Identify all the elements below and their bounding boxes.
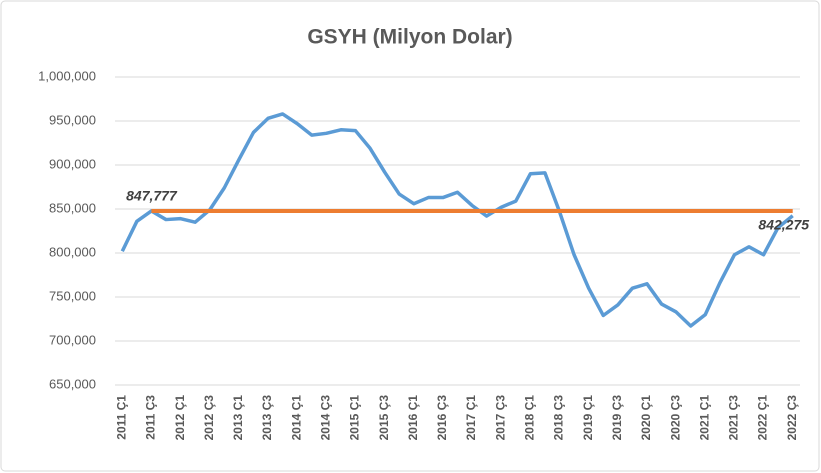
x-tick-label: 2017 Ç1 <box>464 395 478 441</box>
x-tick-label: 2021 Ç1 <box>697 395 711 441</box>
x-tick-label: 2020 Ç1 <box>639 395 653 441</box>
x-tick-label: 2013 Ç1 <box>231 395 245 441</box>
x-tick-label: 2013 Ç3 <box>260 395 274 441</box>
y-tick-label: 900,000 <box>49 156 96 171</box>
x-tick-label: 2019 Ç3 <box>610 395 624 441</box>
chart-title: GSYH (Milyon Dolar) <box>307 26 512 49</box>
x-tick-label: 2016 Ç3 <box>435 395 449 441</box>
x-tick-label: 2022 Ç1 <box>756 395 770 441</box>
x-tick-label: 2017 Ç3 <box>493 395 507 441</box>
x-tick-label: 2019 Ç1 <box>581 395 595 441</box>
data-label: 842,275 <box>758 217 809 233</box>
y-tick-label: 750,000 <box>49 288 96 303</box>
series-line <box>120 112 794 328</box>
y-tick-label: 850,000 <box>49 200 96 215</box>
x-tick-label: 2011 Ç1 <box>114 395 128 440</box>
y-tick-label: 1,000,000 <box>38 68 96 83</box>
x-tick-label: 2020 Ç3 <box>668 395 682 441</box>
y-tick-label: 650,000 <box>49 376 96 391</box>
x-tick-label: 2011 Ç3 <box>144 395 158 440</box>
x-tick-label: 2014 Ç1 <box>289 395 303 441</box>
x-tick-label: 2014 Ç3 <box>319 395 333 441</box>
data-label: 847,777 <box>126 188 178 204</box>
y-tick-label: 950,000 <box>49 112 96 127</box>
x-tick-label: 2015 Ç3 <box>377 395 391 441</box>
x-tick-label: 2012 Ç3 <box>202 395 216 441</box>
x-tick-label: 2021 Ç3 <box>727 395 741 441</box>
x-tick-label: 2022 Ç3 <box>785 395 799 441</box>
y-tick-label: 700,000 <box>49 332 96 347</box>
x-tick-label: 2012 Ç1 <box>173 395 187 441</box>
x-tick-label: 2018 Ç1 <box>523 395 537 441</box>
x-tick-label: 2015 Ç1 <box>348 395 362 441</box>
x-tick-label: 2018 Ç3 <box>552 395 566 441</box>
y-tick-label: 800,000 <box>49 244 96 259</box>
x-tick-label: 2016 Ç1 <box>406 395 420 441</box>
